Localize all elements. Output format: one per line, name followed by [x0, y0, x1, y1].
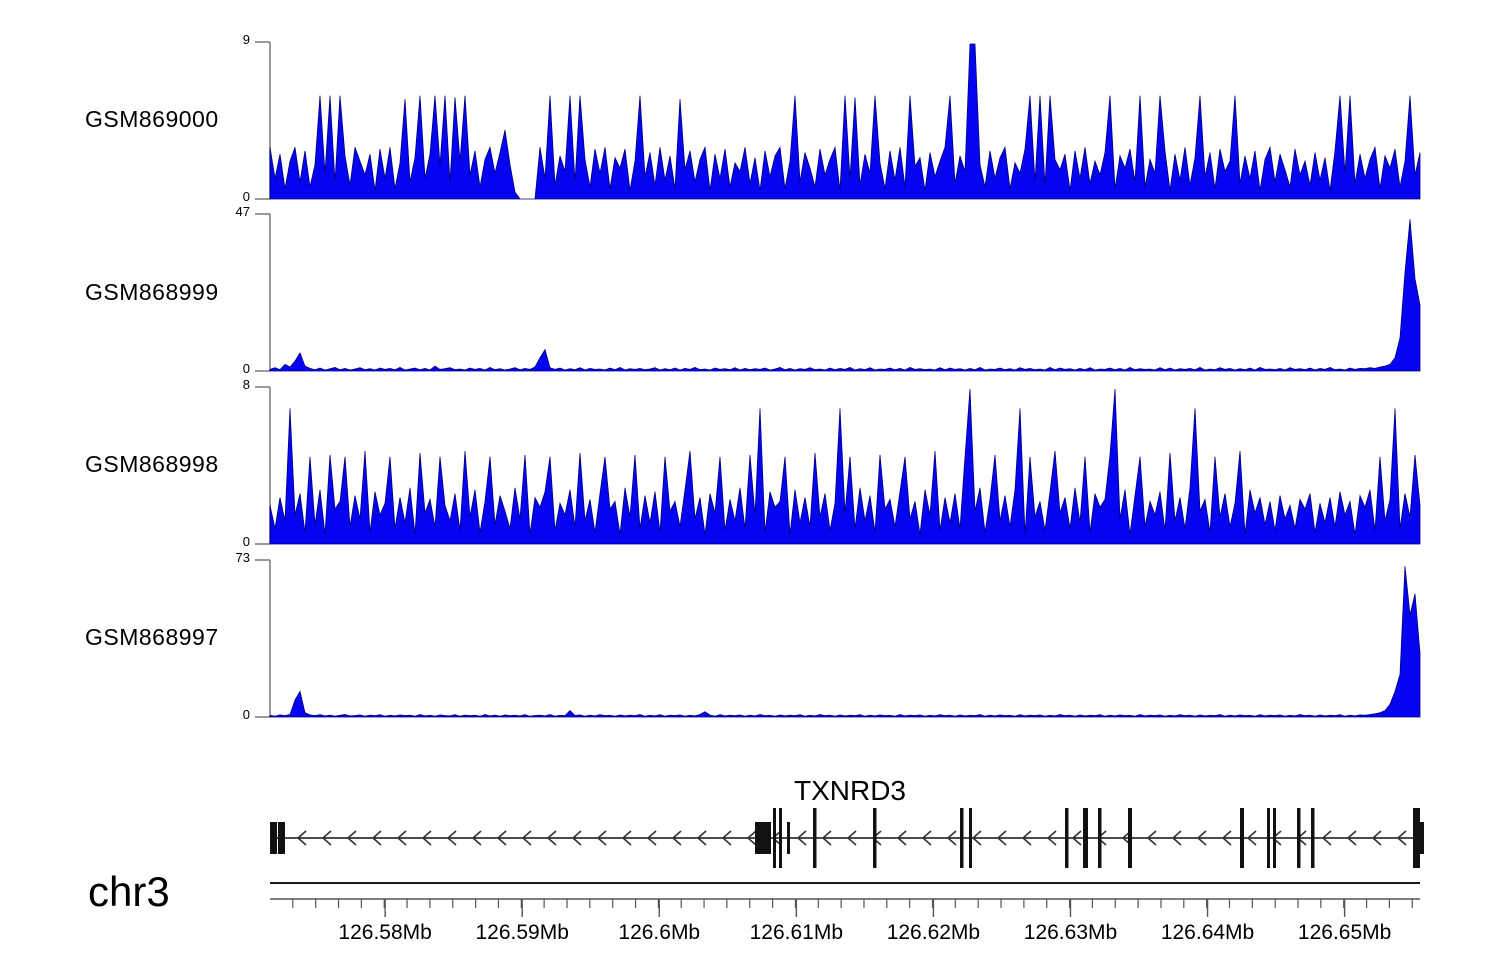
gene-model-track: TXNRD3	[270, 775, 1424, 868]
coverage-plot-gsm868999	[255, 213, 1421, 372]
y-axis-max-label: 9	[242, 32, 250, 47]
genome-tick-label: 126.61Mb	[750, 921, 843, 944]
coverage-plot-gsm868997	[255, 559, 1421, 718]
genome-tick-label: 126.63Mb	[1024, 921, 1117, 944]
genome-tick-label: 126.64Mb	[1161, 921, 1254, 944]
gene-name-label: TXNRD3	[794, 775, 906, 806]
genome-tick-label: 126.62Mb	[887, 921, 980, 944]
genome-tick-label: 126.58Mb	[338, 921, 431, 944]
y-axis-max-label: 8	[242, 377, 250, 392]
genome-tick-label: 126.6Mb	[618, 921, 700, 944]
coverage-plot-gsm868998	[255, 386, 1421, 545]
chromosome-label: chr3	[88, 868, 170, 915]
y-axis-zero-label: 0	[242, 361, 250, 376]
genome-axis-ruler: 126.58Mb 126.59Mb 126.6Mb 126.61Mb 126.62Mb 1…	[270, 882, 1420, 944]
y-axis-zero-label: 0	[242, 707, 250, 722]
genome-tick-label: 126.59Mb	[476, 921, 569, 944]
coverage-plot-gsm869000	[255, 41, 1421, 200]
y-axis-max-label: 47	[235, 204, 250, 219]
genome-tick-label: 126.65Mb	[1298, 921, 1391, 944]
y-axis-zero-label: 0	[242, 534, 250, 549]
track-label: GSM868997	[85, 624, 219, 650]
y-axis-zero-label: 0	[242, 189, 250, 204]
track-label: GSM869000	[85, 106, 219, 132]
track-label: GSM868998	[85, 451, 219, 477]
y-axis-max-label: 73	[235, 550, 250, 565]
track-label: GSM868999	[85, 279, 219, 305]
